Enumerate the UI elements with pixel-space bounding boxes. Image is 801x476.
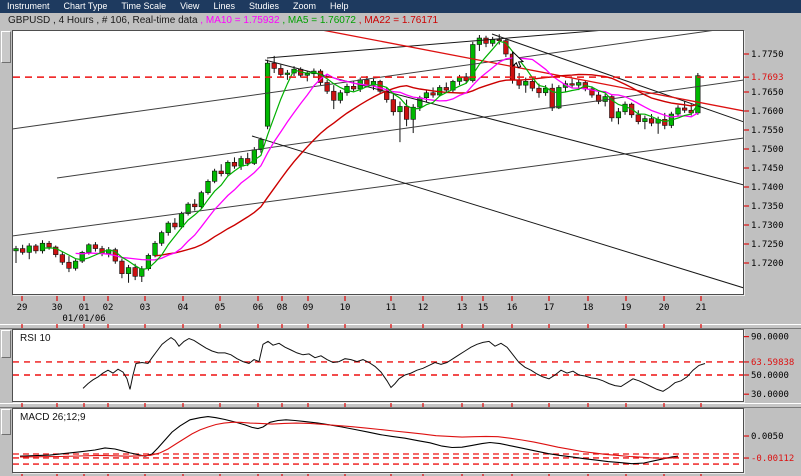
macd-study-label: MACD 26;12;9: [20, 412, 86, 423]
axis-label: 1.7450: [751, 164, 784, 174]
axis-label: 04: [178, 303, 189, 313]
axis-label: 01: [79, 303, 90, 313]
axis-label: 30.0000: [751, 390, 789, 400]
axis-label: 20: [659, 303, 670, 313]
rsi-study-label: RSI 10: [20, 333, 51, 344]
axis-label: 1.7350: [751, 202, 784, 212]
axis-label: 02: [103, 303, 114, 313]
menu-item-lines[interactable]: Lines: [213, 1, 235, 11]
axis-label: 15: [478, 303, 489, 313]
menu-item-studies[interactable]: Studies: [248, 1, 279, 11]
price-chart-panel[interactable]: [12, 30, 744, 295]
menu-bar: Instrument Chart Type Time Scale View Lines S…: [0, 0, 801, 13]
axis-label: 16: [507, 303, 518, 313]
axis-label: 1.7600: [751, 107, 784, 117]
axis-label: 10: [340, 303, 351, 313]
axis-label: 50.0000: [751, 371, 789, 381]
menu-item-help[interactable]: Help: [330, 1, 349, 11]
rsi-panel[interactable]: [12, 329, 744, 402]
chart-title-bar: GBPUSD , 4 Hours , # 106, Real-time data…: [0, 13, 801, 28]
menu-item-view[interactable]: View: [180, 1, 200, 11]
axis-label: 63.59838: [751, 358, 794, 368]
axis-label: 11: [386, 303, 397, 313]
ma-value-label: , MA22 = 1.76171: [356, 15, 439, 26]
axis-label: 03: [140, 303, 151, 313]
axis-label: 05: [215, 303, 226, 313]
axis-label: 12: [418, 303, 429, 313]
axis-label: 1.7400: [751, 183, 784, 193]
menu-item-chart-type[interactable]: Chart Type: [63, 1, 108, 11]
ma-readout: , MA10 = 1.75932 , MA5 = 1.76072 , MA22 …: [198, 15, 438, 26]
axis-label: 08: [277, 303, 288, 313]
ma-value-label: , MA10 = 1.75932: [197, 15, 280, 26]
axis-label: 19: [621, 303, 632, 313]
axis-label: 1.7750: [751, 50, 784, 60]
axis-label: 21: [696, 303, 707, 313]
ma-value-label: , MA5 = 1.76072: [279, 15, 356, 26]
axis-label: 29: [17, 303, 28, 313]
axis-label: -0.00112: [751, 454, 794, 464]
panel-handle[interactable]: [1, 31, 11, 63]
axis-label: 1.7500: [751, 145, 784, 155]
axis-label: 90.0000: [751, 333, 789, 343]
instrument-title: GBPUSD , 4 Hours , # 106, Real-time data: [8, 15, 198, 26]
axis-label: 18: [583, 303, 594, 313]
axis-label: 01/01/06: [62, 314, 105, 324]
axis-label: 1.7200: [751, 259, 784, 269]
axis-label: 30: [52, 303, 63, 313]
menu-item-zoom[interactable]: Zoom: [292, 1, 316, 11]
axis-label: 1.7300: [751, 221, 784, 231]
axis-label: 1.7550: [751, 126, 784, 136]
panel-handle[interactable]: [1, 409, 11, 435]
axis-label: 1.7250: [751, 240, 784, 250]
panel-splitter[interactable]: [0, 324, 801, 329]
axis-label: 09: [303, 303, 314, 313]
axis-label: 1.7650: [751, 88, 784, 98]
menu-item-time-scale[interactable]: Time Scale: [121, 1, 167, 11]
axis-label: 06: [253, 303, 264, 313]
panel-handle[interactable]: [1, 330, 11, 358]
menu-item-instrument[interactable]: Instrument: [7, 1, 50, 11]
axis-label: 1.7693: [751, 73, 784, 83]
axis-label: 17: [544, 303, 555, 313]
axis-label: 0.0050: [751, 432, 784, 442]
axis-label: 13: [457, 303, 468, 313]
macd-panel[interactable]: [12, 408, 744, 473]
panel-splitter[interactable]: [0, 403, 801, 408]
